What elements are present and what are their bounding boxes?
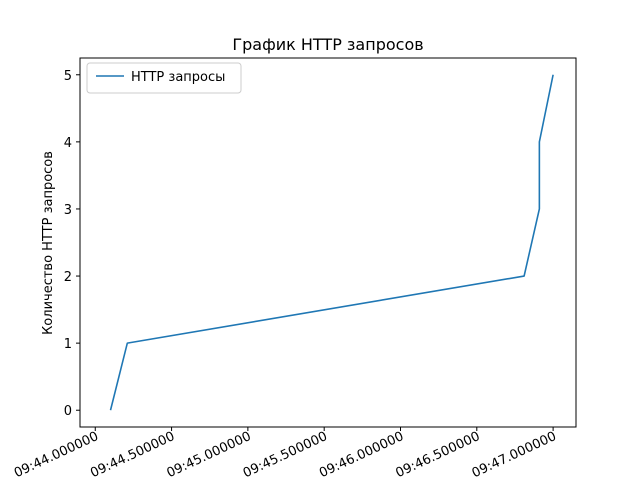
y-tick-label: 2: [64, 270, 72, 285]
series-line-http: [109, 74, 554, 411]
y-tick-label: 0: [64, 404, 72, 419]
y-tick-label: 5: [64, 69, 72, 84]
axes-frame: [79, 57, 577, 428]
y-tick-label: 1: [64, 337, 72, 352]
y-tick-label: 3: [64, 203, 72, 218]
legend: HTTP запросы: [86, 62, 242, 94]
y-axis-label: Количество HTTP запросов: [41, 151, 56, 335]
legend-frame: [86, 62, 242, 94]
y-tick-label: 4: [64, 136, 72, 151]
chart-title: График HTTP запросов: [232, 35, 423, 54]
legend-label-http: HTTP запросы: [131, 70, 225, 85]
